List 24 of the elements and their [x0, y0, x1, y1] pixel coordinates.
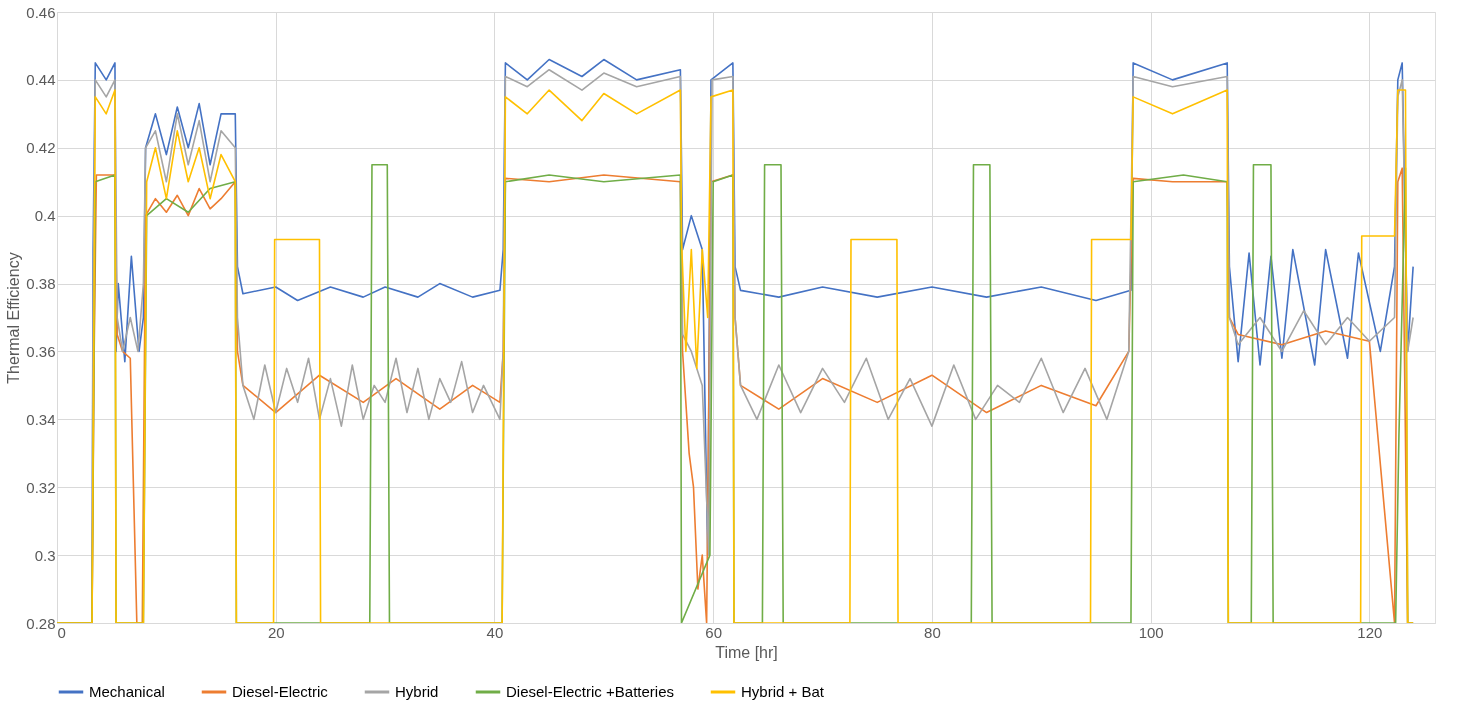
y-tick-label: 0.34 — [26, 410, 56, 428]
x-axis-title: Time [hr] — [715, 643, 778, 661]
legend-label: Hybrid + Bat — [741, 683, 825, 700]
legend-label: Diesel-Electric — [232, 683, 329, 700]
y-tick-label: 0.44 — [26, 71, 56, 89]
y-tick-label: 0.42 — [26, 139, 56, 157]
y-tick-label: 0.32 — [26, 478, 56, 496]
y-tick-label: 0.4 — [34, 207, 56, 225]
x-tick-label: 60 — [705, 623, 723, 641]
x-tick-label: 80 — [924, 623, 941, 641]
legend-label: Mechanical — [89, 683, 165, 700]
y-tick-label: 0.46 — [26, 3, 56, 21]
y-axis-title: Thermal Efficiency — [5, 252, 23, 384]
y-tick-label: 0.38 — [26, 275, 56, 293]
y-tick-label: 0.3 — [34, 546, 56, 564]
x-tick-label: 0 — [57, 623, 66, 641]
x-tick-label: 120 — [1357, 623, 1383, 641]
legend-label: Diesel-Electric +Batteries — [506, 683, 674, 700]
y-tick-label: 0.36 — [26, 342, 56, 360]
x-tick-label: 100 — [1138, 623, 1164, 641]
x-tick-label: 40 — [486, 623, 504, 641]
legend-label: Hybrid — [395, 683, 439, 700]
y-tick-label: 0.28 — [26, 614, 56, 632]
x-tick-label: 20 — [267, 623, 285, 641]
